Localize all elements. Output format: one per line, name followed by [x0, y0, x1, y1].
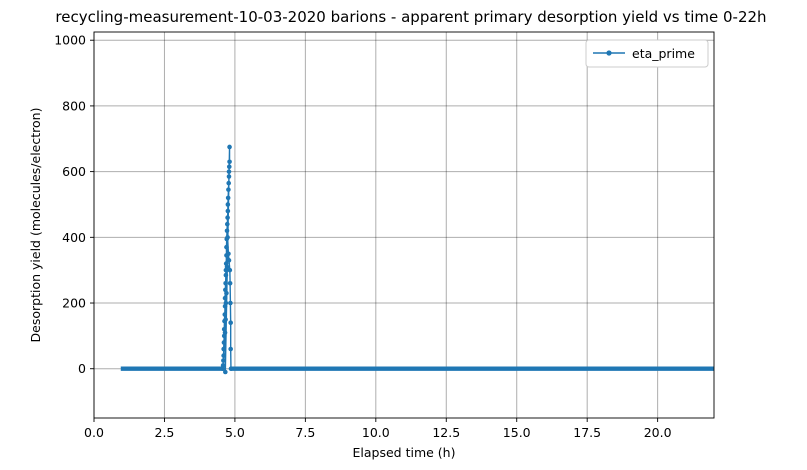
data-point [226, 164, 232, 169]
x-tick-label: 12.5 [432, 425, 460, 440]
y-axis-label: Desorption yield (molecules/electron) [28, 108, 43, 343]
y-tick-label: 0 [78, 361, 86, 376]
chart-title: recycling-measurement-10-03-2020 barions… [55, 8, 766, 26]
data-point [221, 358, 226, 363]
x-tick-label: 20.0 [644, 425, 672, 440]
legend-label: eta_prime [632, 46, 695, 61]
data-point [225, 215, 230, 220]
data-point [223, 272, 229, 278]
data-point [227, 267, 233, 273]
x-tick-label: 17.5 [573, 425, 601, 440]
y-tick-label: 1000 [54, 33, 86, 48]
x-tick-label: 5.0 [225, 425, 245, 440]
data-point [228, 366, 234, 372]
data-point [224, 290, 229, 296]
legend-box [585, 39, 709, 68]
data-point [222, 330, 228, 335]
y-tick-label: 600 [62, 164, 86, 179]
data-point [226, 258, 232, 263]
data-point [224, 244, 229, 250]
data-point [220, 366, 226, 372]
legend: eta_prime [585, 39, 709, 68]
plot-frame [93, 31, 715, 419]
data-point [227, 159, 232, 165]
data-point [225, 235, 230, 240]
data-point [226, 169, 232, 174]
series-eta_prime [120, 144, 714, 375]
x-tick-label: 0.0 [84, 425, 104, 440]
x-axis-label: Elapsed time (h) [353, 445, 456, 460]
x-tick-label: 2.5 [155, 425, 175, 440]
x-ticks: 0.0 2.5 5.0 7.5 10.0 12.5 15.0 17.5 20.0 [84, 418, 672, 440]
data-point [225, 221, 230, 227]
data-point [228, 346, 233, 352]
data-point [225, 195, 231, 201]
data-point [223, 300, 229, 306]
data-point [228, 320, 233, 326]
data-point [226, 180, 232, 186]
data-point [220, 363, 226, 368]
series-layer [120, 144, 714, 375]
data-point [223, 281, 228, 286]
y-tick-label: 400 [62, 230, 86, 245]
y-ticks: 0 200 400 600 800 1000 [54, 33, 94, 376]
data-point [224, 228, 230, 234]
x-tick-label: 10.0 [362, 425, 390, 440]
data-point [222, 312, 228, 317]
data-point [227, 144, 232, 150]
data-point [223, 369, 228, 375]
data-point [223, 317, 228, 322]
data-point [226, 174, 232, 179]
data-point [221, 353, 226, 358]
data-point [221, 340, 227, 345]
data-point [222, 295, 228, 301]
grid [93, 32, 714, 418]
y-tick-label: 800 [62, 98, 86, 113]
data-point [226, 251, 231, 257]
data-point [225, 202, 231, 207]
data-point [224, 264, 230, 270]
data-point [228, 300, 233, 306]
y-tick-label: 200 [62, 296, 86, 311]
data-point [225, 208, 231, 214]
data-point [227, 281, 233, 286]
data-point [221, 346, 226, 352]
legend-marker [606, 50, 612, 56]
x-tick-label: 15.0 [503, 425, 531, 440]
x-tick-label: 7.5 [295, 425, 315, 440]
data-point [226, 187, 231, 192]
